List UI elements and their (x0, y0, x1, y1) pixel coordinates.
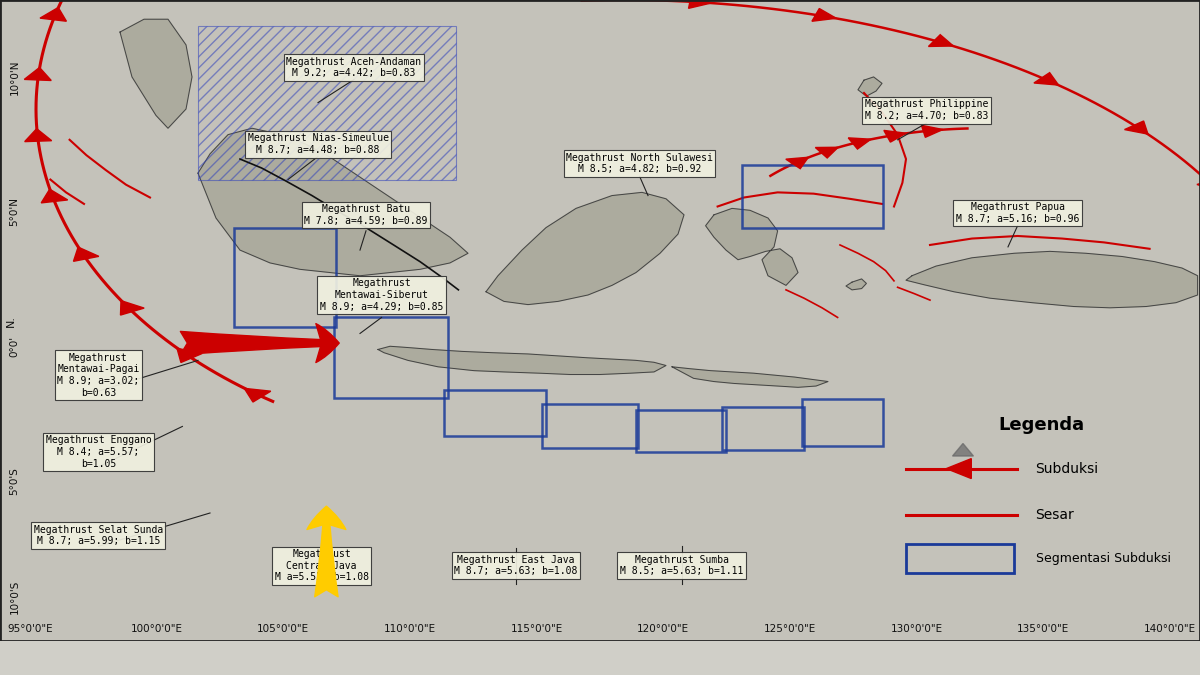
Text: 125°0'0"E: 125°0'0"E (764, 624, 816, 634)
Text: Sesar: Sesar (1036, 508, 1074, 522)
Bar (742, 165, 883, 227)
Text: 120°0'0"E: 120°0'0"E (637, 624, 689, 634)
Text: 95°0'0"E: 95°0'0"E (7, 624, 53, 634)
Polygon shape (198, 128, 468, 276)
Bar (722, 406, 804, 450)
Text: 5°0'N: 5°0'N (10, 197, 19, 226)
Text: 5°0'S: 5°0'S (10, 467, 19, 495)
Polygon shape (858, 77, 882, 97)
Text: Megathrust Aceh-Andaman
M 9.2; a=4.42; b=0.83: Megathrust Aceh-Andaman M 9.2; a=4.42; b… (287, 57, 421, 78)
Text: Segmentasi Subduksi: Segmentasi Subduksi (1036, 552, 1170, 565)
Bar (234, 227, 336, 327)
Text: 10°0'N: 10°0'N (10, 59, 19, 95)
Text: Megathrust Batu
M 7.8; a=4.59; b=0.89: Megathrust Batu M 7.8; a=4.59; b=0.89 (305, 204, 427, 225)
Text: 130°0'0"E: 130°0'0"E (890, 624, 943, 634)
Text: 115°0'0"E: 115°0'0"E (510, 624, 563, 634)
Text: Megathrust Sumba
M 8.5; a=5.63; b=1.11: Megathrust Sumba M 8.5; a=5.63; b=1.11 (620, 555, 743, 576)
Text: 100°0'0"E: 100°0'0"E (131, 624, 182, 634)
Text: Megathrust Nias-Simeulue
M 8.7; a=4.48; b=0.88: Megathrust Nias-Simeulue M 8.7; a=4.48; … (247, 134, 389, 155)
Text: N.: N. (6, 315, 16, 327)
Polygon shape (706, 209, 798, 286)
Polygon shape (672, 367, 828, 387)
Text: Megathrust North Sulawesi
M 8.5; a=4.82; b=0.92: Megathrust North Sulawesi M 8.5; a=4.82;… (566, 153, 713, 174)
Bar (542, 404, 638, 448)
Text: 0°0': 0°0' (10, 335, 19, 357)
Bar (906, 544, 1014, 573)
Text: 135°0'0"E: 135°0'0"E (1018, 624, 1069, 634)
Polygon shape (882, 97, 898, 110)
Bar (334, 317, 448, 398)
Polygon shape (378, 346, 666, 375)
Text: Legenda: Legenda (998, 416, 1085, 434)
Bar (444, 390, 546, 436)
Text: Megathrust Selat Sunda
M 8.7; a=5.99; b=1.15: Megathrust Selat Sunda M 8.7; a=5.99; b=… (34, 524, 163, 546)
Text: Megathrust Papua
M 8.7; a=5.16; b=0.96: Megathrust Papua M 8.7; a=5.16; b=0.96 (956, 202, 1079, 223)
Text: 10°0'S: 10°0'S (10, 579, 19, 614)
Polygon shape (486, 192, 684, 304)
Polygon shape (846, 279, 866, 290)
Text: Megathrust
Mentawai-Siberut
M 8.9; a=4.29; b=0.85: Megathrust Mentawai-Siberut M 8.9; a=4.2… (320, 278, 443, 312)
Polygon shape (120, 20, 192, 128)
Text: Megathrust Philippine
M 8.2; a=4.70; b=0.83: Megathrust Philippine M 8.2; a=4.70; b=0… (865, 99, 988, 121)
Bar (198, 26, 456, 180)
Text: Megathrust East Java
M 8.7; a=5.63; b=1.08: Megathrust East Java M 8.7; a=5.63; b=1.… (455, 555, 577, 576)
Bar (636, 410, 726, 452)
Text: 140°0'0"E: 140°0'0"E (1144, 624, 1196, 634)
Polygon shape (906, 251, 1198, 308)
Text: Megathrust
Mentawai-Pagai
M 8.9; a=3.02;
b=0.63: Megathrust Mentawai-Pagai M 8.9; a=3.02;… (58, 353, 139, 398)
Text: Megathrust
Central Java
M a=5.55; b=1.08: Megathrust Central Java M a=5.55; b=1.08 (275, 549, 368, 582)
Text: 110°0'0"E: 110°0'0"E (384, 624, 436, 634)
Text: Megathrust Enggano
M 8.4; a=5.57;
b=1.05: Megathrust Enggano M 8.4; a=5.57; b=1.05 (46, 435, 151, 468)
Text: 105°0'0"E: 105°0'0"E (257, 624, 310, 634)
Text: Subduksi: Subduksi (1036, 462, 1099, 476)
Bar (802, 400, 883, 446)
